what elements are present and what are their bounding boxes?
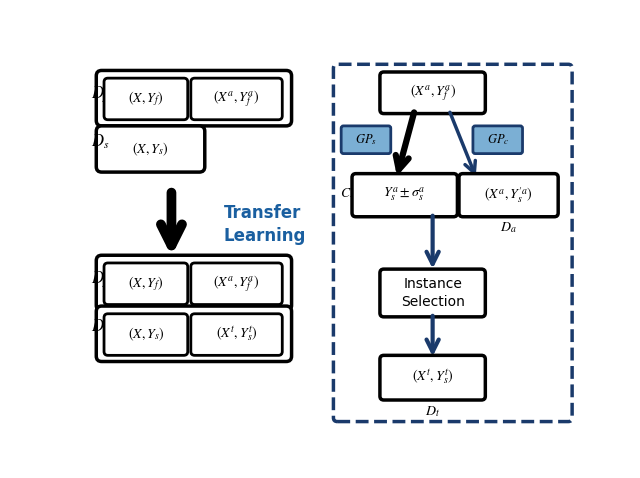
Text: $CI$: $CI$ <box>340 186 357 200</box>
Text: $D_f$: $D_f$ <box>91 85 110 104</box>
FancyBboxPatch shape <box>191 314 282 355</box>
FancyBboxPatch shape <box>333 64 572 422</box>
Text: $GP_s$: $GP_s$ <box>355 132 377 147</box>
Text: $(X^t,Y_s^t)$: $(X^t,Y_s^t)$ <box>412 368 454 387</box>
FancyBboxPatch shape <box>96 306 292 361</box>
Text: $D_s$: $D_s$ <box>91 133 109 151</box>
Text: $GP_c$: $GP_c$ <box>486 132 509 147</box>
FancyBboxPatch shape <box>96 255 292 311</box>
Text: $(X^t,Y_s^t)$: $(X^t,Y_s^t)$ <box>216 325 257 344</box>
FancyBboxPatch shape <box>380 72 485 114</box>
Text: $D_s$: $D_s$ <box>91 318 109 336</box>
Text: $D_f$: $D_f$ <box>91 269 110 289</box>
Text: $Y_s^a \pm \sigma_s^a$: $Y_s^a \pm \sigma_s^a$ <box>383 186 426 204</box>
FancyBboxPatch shape <box>191 78 282 120</box>
FancyBboxPatch shape <box>352 174 458 217</box>
FancyBboxPatch shape <box>96 70 292 126</box>
FancyBboxPatch shape <box>191 263 282 304</box>
Text: $(X,Y_f)$: $(X,Y_f)$ <box>128 89 164 109</box>
Text: $(X^a,Y_f^a)$: $(X^a,Y_f^a)$ <box>214 89 260 109</box>
FancyBboxPatch shape <box>459 174 558 217</box>
Text: $(X,Y_s)$: $(X,Y_s)$ <box>127 326 164 343</box>
Text: $D_t$: $D_t$ <box>425 404 440 419</box>
FancyBboxPatch shape <box>104 78 188 120</box>
Text: Transfer
Learning: Transfer Learning <box>223 204 306 245</box>
FancyBboxPatch shape <box>473 126 522 153</box>
Text: $(X^a,Y_f^a)$: $(X^a,Y_f^a)$ <box>410 83 456 103</box>
Text: $(X,Y_s)$: $(X,Y_s)$ <box>132 141 169 158</box>
Text: $(X,Y_f)$: $(X,Y_f)$ <box>128 274 164 293</box>
FancyBboxPatch shape <box>104 263 188 304</box>
FancyBboxPatch shape <box>380 355 485 400</box>
FancyBboxPatch shape <box>96 126 205 172</box>
FancyBboxPatch shape <box>341 126 391 153</box>
Text: $(X^a,Y_f^a)$: $(X^a,Y_f^a)$ <box>214 273 260 294</box>
Text: Instance
Selection: Instance Selection <box>401 277 465 309</box>
FancyBboxPatch shape <box>104 314 188 355</box>
Text: $D_a$: $D_a$ <box>500 221 517 235</box>
FancyBboxPatch shape <box>380 269 485 317</box>
Text: $(X^a,Y_s^{\prime a})$: $(X^a,Y_s^{\prime a})$ <box>484 185 533 205</box>
